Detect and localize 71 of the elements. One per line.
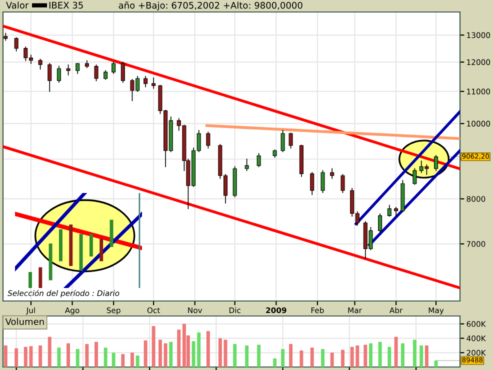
bar <box>420 345 424 367</box>
bar <box>38 345 42 367</box>
bar <box>182 324 186 367</box>
candlestick <box>120 62 125 83</box>
candlestick <box>320 170 325 194</box>
bar <box>321 349 324 367</box>
candlestick <box>280 130 285 152</box>
bar <box>412 340 416 367</box>
bar <box>394 336 398 367</box>
candlestick <box>330 168 334 179</box>
bar <box>330 352 334 367</box>
candlestick <box>56 66 61 83</box>
candlestick <box>387 204 392 217</box>
bar <box>4 345 8 367</box>
chart-title: Valor <box>6 2 29 9</box>
bar <box>206 331 210 367</box>
bar <box>85 344 89 367</box>
bar <box>94 342 98 367</box>
candlestick <box>394 206 398 217</box>
bar <box>341 350 344 367</box>
candlestick <box>144 76 148 88</box>
candlestick <box>76 63 80 74</box>
bar <box>218 338 222 367</box>
bar <box>273 358 277 367</box>
bar <box>66 343 70 367</box>
bar <box>310 348 314 367</box>
bar <box>14 348 18 367</box>
candlestick <box>206 132 210 148</box>
candlestick <box>434 154 438 171</box>
candlestick <box>152 77 156 89</box>
candlestick <box>244 158 249 171</box>
bar <box>177 330 181 367</box>
candlestick <box>14 37 18 52</box>
legend-label: IBEX 35 <box>49 2 83 9</box>
bar <box>400 343 404 367</box>
bar <box>104 348 108 367</box>
bar <box>48 336 52 367</box>
chart-title: Volumen <box>5 318 44 326</box>
bar <box>57 348 61 367</box>
bar <box>76 349 80 367</box>
bar <box>289 344 293 367</box>
candlestick <box>48 63 52 92</box>
candlestick <box>94 64 98 82</box>
bar <box>112 352 116 367</box>
candlestick <box>66 64 70 76</box>
candlestick <box>378 214 382 232</box>
bar <box>369 343 372 367</box>
chart-subtitle: año +Bajo: 6705,2002 +Alto: 9800,0000 <box>118 2 302 10</box>
candlestick <box>112 62 116 74</box>
bar <box>281 349 285 367</box>
candlestick <box>288 132 293 148</box>
bar <box>169 342 173 367</box>
bar <box>378 342 382 367</box>
bar <box>152 326 156 367</box>
bar <box>424 345 428 367</box>
candlestick <box>340 174 345 194</box>
candlestick <box>256 153 261 168</box>
bar <box>364 344 368 367</box>
bar <box>257 344 261 367</box>
bar <box>130 352 134 367</box>
bar <box>388 346 392 367</box>
bar <box>136 356 140 367</box>
candlestick <box>38 58 42 70</box>
bar <box>158 340 162 367</box>
candlestick <box>310 172 314 196</box>
bar <box>164 343 168 367</box>
bar <box>121 354 125 367</box>
bar <box>233 344 237 367</box>
bar <box>144 340 148 367</box>
bar <box>245 345 249 367</box>
bar <box>300 350 304 367</box>
